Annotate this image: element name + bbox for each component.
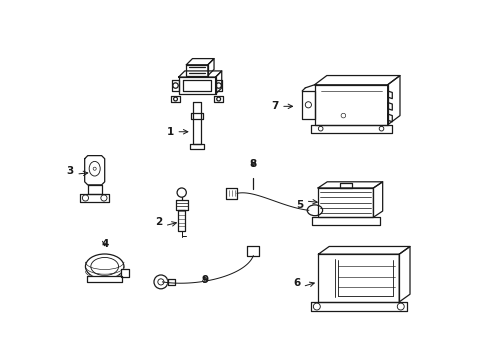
Polygon shape bbox=[186, 59, 214, 65]
Polygon shape bbox=[190, 144, 203, 149]
Circle shape bbox=[158, 279, 163, 285]
Polygon shape bbox=[171, 96, 180, 102]
Polygon shape bbox=[84, 156, 104, 185]
Polygon shape bbox=[314, 85, 387, 125]
Text: 1: 1 bbox=[166, 127, 174, 137]
Polygon shape bbox=[121, 269, 128, 276]
Text: 8: 8 bbox=[249, 159, 256, 169]
Polygon shape bbox=[80, 194, 109, 202]
Polygon shape bbox=[175, 200, 187, 210]
Polygon shape bbox=[387, 114, 391, 122]
Circle shape bbox=[172, 83, 178, 88]
Circle shape bbox=[173, 97, 177, 101]
Polygon shape bbox=[314, 76, 399, 85]
Polygon shape bbox=[387, 103, 391, 110]
Circle shape bbox=[216, 97, 220, 101]
Circle shape bbox=[216, 83, 221, 88]
Circle shape bbox=[396, 303, 404, 310]
Polygon shape bbox=[207, 59, 214, 76]
Polygon shape bbox=[215, 80, 221, 91]
Polygon shape bbox=[317, 188, 373, 217]
Circle shape bbox=[318, 126, 323, 131]
Text: 5: 5 bbox=[296, 199, 303, 210]
Ellipse shape bbox=[89, 161, 100, 176]
Polygon shape bbox=[398, 247, 409, 302]
Polygon shape bbox=[387, 76, 399, 125]
Polygon shape bbox=[246, 247, 259, 256]
Polygon shape bbox=[190, 113, 203, 120]
Polygon shape bbox=[186, 65, 207, 76]
Polygon shape bbox=[214, 96, 223, 102]
Text: 4: 4 bbox=[101, 239, 108, 249]
Polygon shape bbox=[310, 125, 391, 132]
Circle shape bbox=[82, 195, 88, 201]
Polygon shape bbox=[193, 102, 201, 144]
Circle shape bbox=[101, 195, 107, 201]
Polygon shape bbox=[87, 276, 122, 282]
Polygon shape bbox=[387, 91, 391, 99]
Polygon shape bbox=[167, 279, 174, 285]
Text: 3: 3 bbox=[66, 166, 74, 176]
Polygon shape bbox=[215, 71, 221, 94]
Circle shape bbox=[154, 275, 167, 289]
Ellipse shape bbox=[91, 257, 118, 275]
Polygon shape bbox=[311, 217, 379, 225]
Text: 9: 9 bbox=[201, 275, 208, 285]
Polygon shape bbox=[183, 80, 210, 91]
Polygon shape bbox=[318, 254, 398, 302]
Polygon shape bbox=[310, 302, 406, 311]
Text: 7: 7 bbox=[271, 101, 278, 111]
Text: 2: 2 bbox=[155, 217, 162, 227]
Text: 6: 6 bbox=[292, 278, 300, 288]
Polygon shape bbox=[172, 80, 178, 91]
Polygon shape bbox=[318, 247, 409, 254]
Polygon shape bbox=[178, 71, 221, 77]
Ellipse shape bbox=[85, 254, 123, 279]
Circle shape bbox=[305, 102, 311, 108]
Polygon shape bbox=[87, 185, 102, 194]
Polygon shape bbox=[373, 182, 382, 217]
Circle shape bbox=[378, 126, 383, 131]
Polygon shape bbox=[226, 188, 237, 199]
Ellipse shape bbox=[306, 205, 322, 216]
Circle shape bbox=[313, 303, 320, 310]
Polygon shape bbox=[302, 91, 314, 119]
Polygon shape bbox=[178, 210, 185, 231]
Polygon shape bbox=[317, 182, 382, 188]
Polygon shape bbox=[178, 77, 215, 94]
Polygon shape bbox=[339, 183, 351, 188]
Circle shape bbox=[177, 188, 186, 197]
